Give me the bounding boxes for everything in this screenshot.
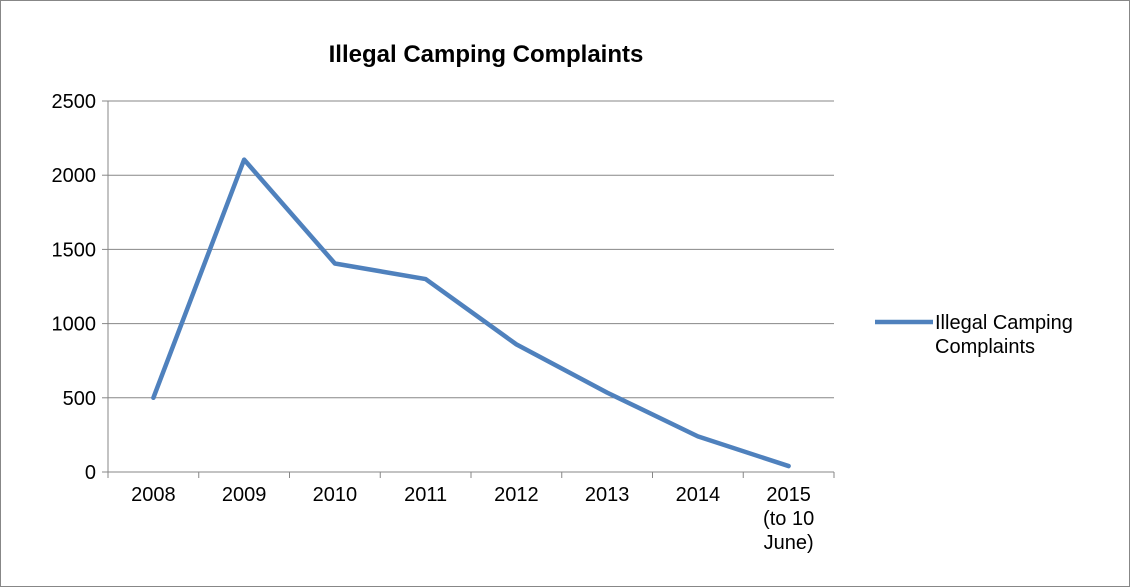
y-axis-tick-labels: 0 500 1000 1500 2000 2500 (52, 91, 97, 484)
x-tick-label-line: 2008 (131, 484, 176, 506)
series-lines (151, 157, 791, 469)
x-tick-label-line: 2011 (404, 484, 447, 506)
x-tick-label: 2014 (676, 484, 721, 506)
grid-lines (102, 100, 834, 473)
x-tick-label-line: June) (764, 532, 814, 554)
x-tick-label-line: (to 10 (763, 508, 814, 530)
x-tick-label-line: 2012 (494, 484, 539, 506)
x-tick-label: 2013 (585, 484, 630, 506)
x-tick-label-line: 2015 (766, 484, 811, 506)
y-tick-label: 1000 (52, 314, 97, 336)
x-tick-label-line: 2014 (676, 484, 721, 506)
y-tick-label: 0 (85, 462, 96, 484)
x-tick-label-line: 2009 (222, 484, 267, 506)
x-tick-label: 2008 (131, 484, 176, 506)
series-line (151, 157, 791, 469)
y-tick-label: 500 (63, 388, 96, 410)
x-tick-label-line: 2013 (585, 484, 630, 506)
x-axis-tick-labels: 2008 2009 2010 2011 2012 2013 2014 2015(to 10Ju… (131, 484, 814, 554)
x-tick-label: 2012 (494, 484, 539, 506)
x-tick-label: 2010 (313, 484, 358, 506)
legend: Illegal Camping Complaints (875, 312, 1073, 358)
x-tick-label-line: 2010 (313, 484, 358, 506)
legend-label: Illegal Camping Complaints (935, 312, 1073, 358)
chart-title: Illegal Camping Complaints (329, 41, 644, 68)
y-tick-label: 2500 (52, 91, 97, 113)
x-tick-label: 2009 (222, 484, 267, 506)
y-tick-label: 2000 (52, 165, 97, 187)
x-tick-label: 2011 (404, 484, 447, 506)
y-tick-label: 1500 (52, 239, 97, 261)
axes (107, 101, 835, 478)
